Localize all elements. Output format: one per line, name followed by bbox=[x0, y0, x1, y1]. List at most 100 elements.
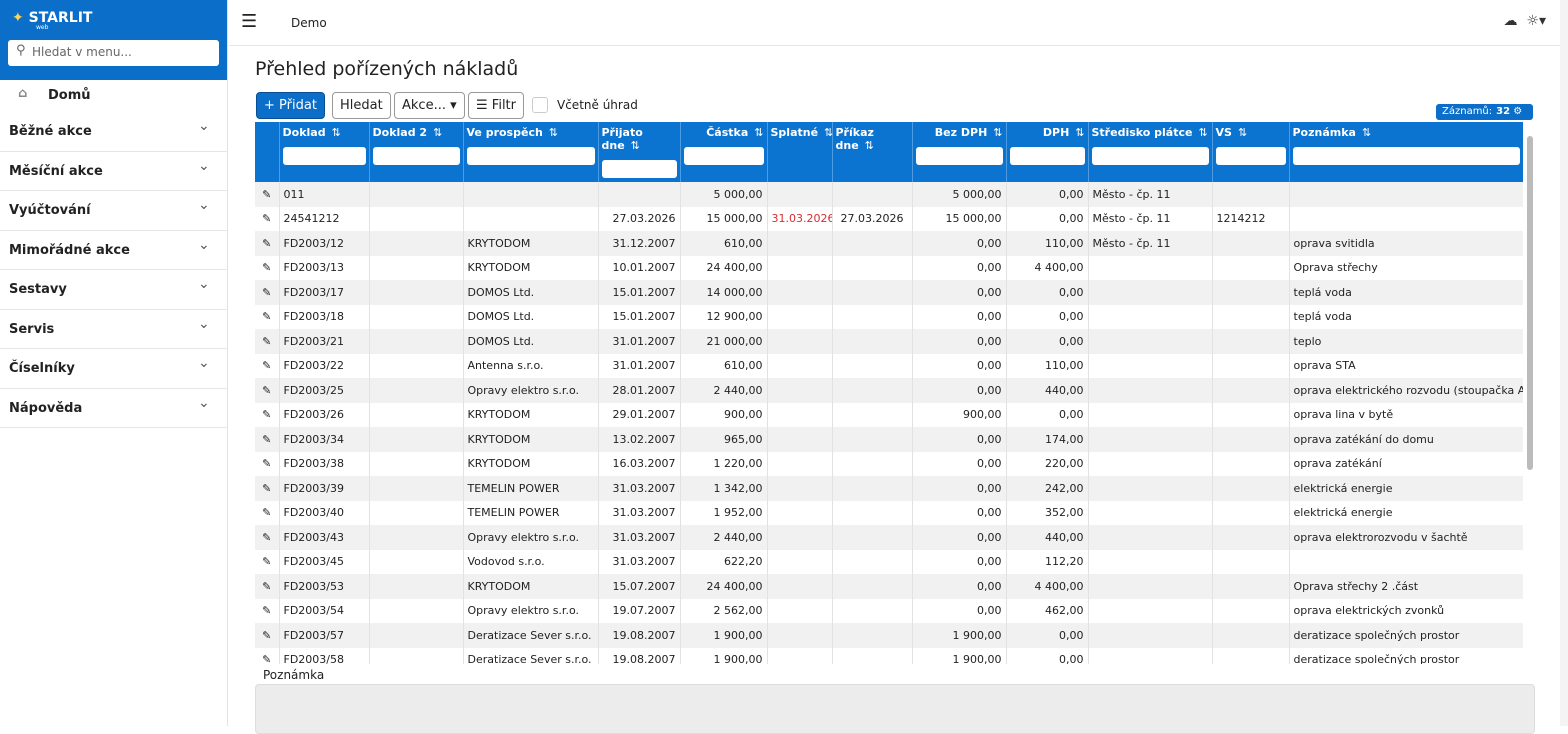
column-filter[interactable] bbox=[1091, 147, 1209, 165]
edit-cell[interactable]: ✎ bbox=[255, 402, 280, 427]
column-header[interactable]: Doklad 2 ⇅ bbox=[369, 122, 464, 182]
menu-search[interactable]: Hledat v menu... bbox=[8, 40, 219, 66]
page-scrollbar[interactable] bbox=[1560, 0, 1568, 726]
column-header[interactable]: Splatné ⇅ bbox=[767, 122, 834, 182]
sort-icon[interactable]: ⇅ bbox=[1075, 126, 1085, 139]
edit-cell[interactable]: ✎ bbox=[255, 549, 280, 574]
edit-cell[interactable]: ✎ bbox=[255, 500, 280, 525]
column-header[interactable]: VS ⇅ bbox=[1212, 122, 1290, 182]
table-row[interactable]: ✎ FD2003/58 Deratizace Sever s.r.o. 19.08.2… bbox=[255, 647, 1523, 664]
table-row[interactable]: ✎ FD2003/18 DOMOS Ltd. 15.01.2007 12 900,00 0… bbox=[255, 304, 1523, 329]
sort-icon[interactable]: ⇅ bbox=[864, 139, 874, 152]
table-row[interactable]: ✎ FD2003/53 KRYTODOM 15.07.2007 24 400,00 0,0… bbox=[255, 574, 1523, 599]
column-header[interactable]: Částka ⇅ bbox=[680, 122, 768, 182]
menu-item[interactable]: Měsíční akce bbox=[0, 152, 228, 191]
table-row[interactable]: ✎ FD2003/57 Deratizace Sever s.r.o. 19.08.2… bbox=[255, 623, 1523, 648]
edit-cell[interactable]: ✎ bbox=[255, 329, 280, 354]
sort-icon[interactable]: ⇅ bbox=[433, 126, 443, 139]
edit-cell[interactable]: ✎ bbox=[255, 304, 280, 329]
table-row[interactable]: ✎ FD2003/40 TEMELIN POWER 31.03.2007 1 952,0… bbox=[255, 500, 1523, 525]
edit-cell[interactable]: ✎ bbox=[255, 255, 280, 280]
table-scrollbar[interactable] bbox=[1525, 122, 1535, 664]
edit-cell[interactable]: ✎ bbox=[255, 476, 280, 501]
column-filter[interactable] bbox=[282, 147, 366, 165]
table-row[interactable]: ✎ FD2003/13 KRYTODOM 10.01.2007 24 400,00 0,0… bbox=[255, 255, 1523, 280]
menu-item[interactable]: Servis bbox=[0, 310, 228, 349]
add-button[interactable]: + Přidat bbox=[256, 92, 325, 119]
column-header[interactable]: DPH ⇅ bbox=[1006, 122, 1089, 182]
menu-item[interactable]: Mimořádné akce bbox=[0, 231, 228, 270]
column-header[interactable]: Poznámka ⇅ bbox=[1289, 122, 1523, 182]
sort-icon[interactable]: ⇅ bbox=[754, 126, 764, 139]
table-row[interactable]: ✎ FD2003/54 Opravy elektro s.r.o. 19.07.200… bbox=[255, 598, 1523, 623]
include-checkbox[interactable] bbox=[532, 97, 548, 113]
actions-button[interactable]: Akce... ▾ bbox=[394, 92, 465, 119]
edit-cell[interactable]: ✎ bbox=[255, 451, 280, 476]
edit-cell[interactable]: ✎ bbox=[255, 574, 280, 599]
column-header[interactable]: Příkaz dne ⇅ bbox=[832, 122, 913, 182]
table-cell: oprava elektrorozvodu v šachtě bbox=[1289, 525, 1523, 550]
edit-cell[interactable]: ✎ bbox=[255, 598, 280, 623]
sort-icon[interactable]: ⇅ bbox=[1198, 126, 1208, 139]
column-header[interactable]: Středisko plátce ⇅ bbox=[1088, 122, 1213, 182]
note-box[interactable] bbox=[255, 684, 1535, 734]
column-filter[interactable] bbox=[683, 147, 764, 165]
sort-icon[interactable]: ⇅ bbox=[331, 126, 341, 139]
column-filter[interactable] bbox=[1292, 147, 1520, 165]
menu-home[interactable]: Domů bbox=[0, 80, 227, 112]
table-row[interactable]: ✎ FD2003/45 Vodovod s.r.o. 31.03.2007 622,20… bbox=[255, 549, 1523, 574]
column-filter[interactable] bbox=[601, 160, 677, 178]
edit-cell[interactable]: ✎ bbox=[255, 647, 280, 664]
records-badge[interactable]: Záznamů: 32 ⚙ bbox=[1436, 104, 1533, 120]
table-row[interactable]: ✎ FD2003/22 Antenna s.r.o. 31.01.2007 610,00… bbox=[255, 353, 1523, 378]
table-cell: KRYTODOM bbox=[463, 451, 599, 476]
table-row[interactable]: ✎ 24541212 27.03.2026 15 000,00 31.03.2026 27… bbox=[255, 206, 1523, 231]
table-row[interactable]: ✎ FD2003/43 Opravy elektro s.r.o. 31.03.200… bbox=[255, 525, 1523, 550]
table-cell: 15 000,00 bbox=[680, 206, 768, 231]
column-filter[interactable] bbox=[372, 147, 460, 165]
sort-icon[interactable]: ⇅ bbox=[1361, 126, 1372, 139]
column-filter[interactable] bbox=[1215, 147, 1286, 165]
edit-cell[interactable]: ✎ bbox=[255, 623, 280, 648]
table-row[interactable]: ✎ FD2003/17 DOMOS Ltd. 15.01.2007 14 000,00 0… bbox=[255, 280, 1523, 305]
sort-icon[interactable]: ⇅ bbox=[993, 126, 1003, 139]
table-row[interactable]: ✎ FD2003/25 Opravy elektro s.r.o. 28.01.200… bbox=[255, 378, 1523, 403]
column-filter[interactable] bbox=[915, 147, 1003, 165]
edit-cell[interactable]: ✎ bbox=[255, 353, 280, 378]
edit-cell[interactable]: ✎ bbox=[255, 378, 280, 403]
column-filter[interactable] bbox=[1009, 147, 1085, 165]
table-row[interactable]: ✎ FD2003/38 KRYTODOM 16.03.2007 1 220,00 0,00… bbox=[255, 451, 1523, 476]
menu-item[interactable]: Vyúčtování bbox=[0, 191, 228, 231]
scroll-thumb[interactable] bbox=[1527, 136, 1533, 470]
menu-item[interactable]: Nápověda bbox=[0, 389, 228, 428]
edit-cell[interactable]: ✎ bbox=[255, 280, 280, 305]
table-row[interactable]: ✎ FD2003/39 TEMELIN POWER 31.03.2007 1 342,0… bbox=[255, 476, 1523, 501]
edit-cell[interactable]: ✎ bbox=[255, 231, 280, 256]
sort-icon[interactable]: ⇅ bbox=[548, 126, 559, 139]
search-button[interactable]: Hledat bbox=[332, 92, 391, 119]
table-row[interactable]: ✎ FD2003/21 DOMOS Ltd. 31.01.2007 21 000,00 0… bbox=[255, 329, 1523, 354]
sort-icon[interactable]: ⇅ bbox=[824, 126, 834, 139]
table-row[interactable]: ✎ 011 5 000,00 5 000,00 0,00 Město - čp. 11 bbox=[255, 182, 1523, 207]
column-header[interactable]: Ve prospěch ⇅ bbox=[463, 122, 599, 182]
column-filter[interactable] bbox=[466, 147, 595, 165]
table-row[interactable]: ✎ FD2003/12 KRYTODOM 31.12.2007 610,00 0,00 11… bbox=[255, 231, 1523, 256]
edit-cell[interactable]: ✎ bbox=[255, 525, 280, 550]
column-header[interactable]: Doklad ⇅ bbox=[279, 122, 370, 182]
brand[interactable]: ✦ STARLIT web bbox=[12, 10, 219, 40]
menu-item[interactable]: Běžné akce bbox=[0, 112, 228, 152]
column-header[interactable]: Bez DPH ⇅ bbox=[912, 122, 1007, 182]
edit-cell[interactable]: ✎ bbox=[255, 427, 280, 452]
sort-icon[interactable]: ⇅ bbox=[1237, 126, 1248, 139]
filter-button[interactable]: ☰ Filtr bbox=[468, 92, 524, 119]
topbar-icons[interactable]: ☁ ☼▾ bbox=[1503, 13, 1546, 29]
column-header[interactable]: Přijato dne ⇅ bbox=[598, 122, 681, 182]
sort-icon[interactable]: ⇅ bbox=[630, 139, 640, 152]
edit-cell[interactable]: ✎ bbox=[255, 182, 280, 207]
menu-toggle[interactable]: ☰ bbox=[241, 11, 258, 32]
edit-cell[interactable]: ✎ bbox=[255, 206, 280, 231]
table-row[interactable]: ✎ FD2003/26 KRYTODOM 29.01.2007 900,00 900,00… bbox=[255, 402, 1523, 427]
menu-item[interactable]: Sestavy bbox=[0, 270, 228, 310]
table-row[interactable]: ✎ FD2003/34 KRYTODOM 13.02.2007 965,00 0,00 17… bbox=[255, 427, 1523, 452]
menu-item[interactable]: Číselníky bbox=[0, 349, 228, 389]
